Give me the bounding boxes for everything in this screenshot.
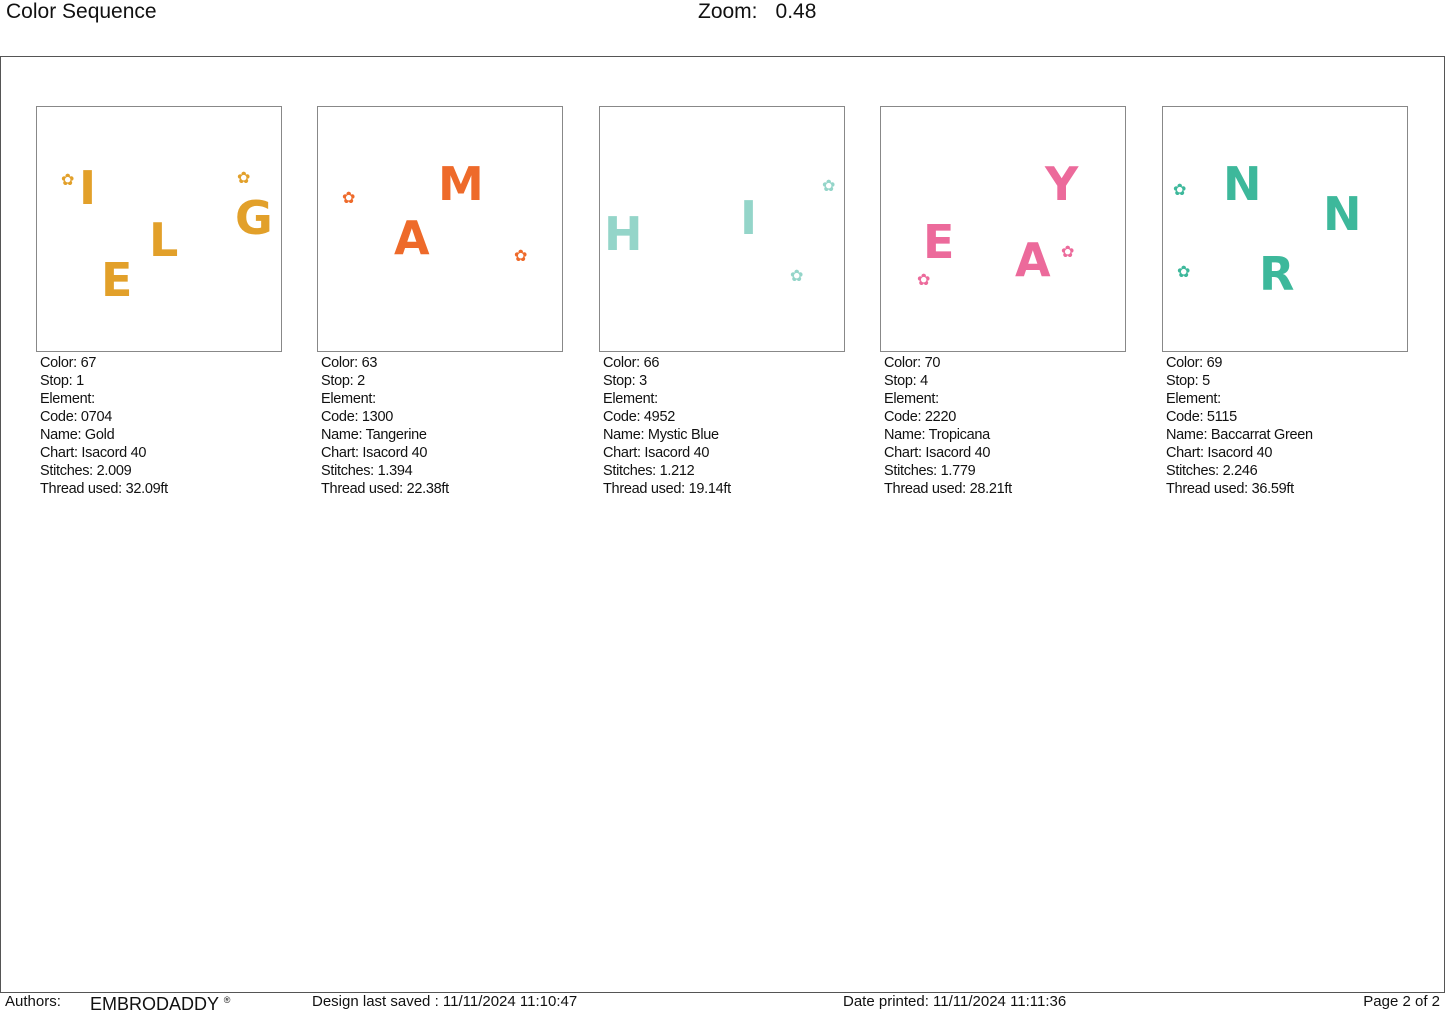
info-element: Element:: [40, 391, 95, 407]
color-info: Color: 63 Stop: 2 Element: Code: 1300 Name: …: [317, 354, 563, 498]
info-stop: Stop: 5: [1166, 373, 1210, 389]
info-color: Color: 69: [1166, 355, 1223, 371]
info-name: Name: Gold: [40, 427, 115, 443]
info-stitches: Stitches: 2.246: [1166, 463, 1258, 479]
flower-icon: ✿: [822, 178, 836, 195]
info-thread: Thread used: 22.38ft: [321, 481, 449, 497]
stitch-preview: H I ✿ ✿: [599, 106, 845, 352]
info-name: Name: Mystic Blue: [603, 427, 719, 443]
page-title: Color Sequence: [6, 0, 157, 23]
info-name: Name: Baccarrat Green: [1166, 427, 1313, 443]
info-code: Code: 1300: [321, 409, 393, 425]
design-letter: R: [1259, 247, 1295, 301]
flower-icon: ✿: [917, 272, 931, 289]
flower-icon: ✿: [1173, 182, 1187, 199]
info-stitches: Stitches: 1.779: [884, 463, 976, 479]
info-element: Element:: [603, 391, 658, 407]
registered-mark: ®: [223, 995, 231, 1005]
design-letter: I: [740, 191, 758, 245]
design-last-saved: Design last saved : 11/11/2024 11:10:47: [312, 993, 578, 1010]
design-letter: N: [1323, 187, 1362, 241]
flower-icon: ✿: [342, 190, 356, 207]
date-printed: Date printed: 11/11/2024 11:11:36: [843, 993, 1067, 1010]
stitch-preview: M A ✿ ✿: [317, 106, 563, 352]
info-chart: Chart: Isacord 40: [884, 445, 991, 461]
stitch-preview: Y E A ✿ ✿: [880, 106, 1126, 352]
info-chart: Chart: Isacord 40: [321, 445, 428, 461]
info-code: Code: 4952: [603, 409, 675, 425]
design-letter: L: [149, 213, 179, 267]
flower-icon: ✿: [61, 172, 75, 189]
color-info: Color: 70 Stop: 4 Element: Code: 2220 Name: …: [880, 354, 1126, 498]
page-number: Page 2 of 2: [1363, 993, 1440, 1010]
info-element: Element:: [321, 391, 376, 407]
info-code: Code: 2220: [884, 409, 956, 425]
flower-icon: ✿: [237, 170, 251, 187]
flower-icon: ✿: [514, 248, 528, 265]
info-color: Color: 70: [884, 355, 941, 371]
info-code: Code: 5115: [1166, 409, 1237, 425]
zoom-readout: Zoom: 0.48: [698, 0, 816, 24]
info-color: Color: 66: [603, 355, 660, 371]
info-stitches: Stitches: 1.212: [603, 463, 695, 479]
info-stitches: Stitches: 1.394: [321, 463, 413, 479]
info-color: Color: 63: [321, 355, 378, 371]
info-stop: Stop: 2: [321, 373, 365, 389]
color-info: Color: 67 Stop: 1 Element: Code: 0704 Name: …: [36, 354, 282, 498]
design-letter: A: [394, 211, 430, 265]
info-thread: Thread used: 28.21ft: [884, 481, 1012, 497]
stitch-preview: N N R ✿ ✿: [1162, 106, 1408, 352]
info-element: Element:: [884, 391, 939, 407]
design-letter: N: [1223, 157, 1262, 211]
author-text: EMBRODADDY: [90, 994, 219, 1014]
design-letter: A: [1015, 233, 1051, 287]
info-thread: Thread used: 32.09ft: [40, 481, 168, 497]
zoom-label: Zoom:: [698, 0, 758, 23]
color-info: Color: 66 Stop: 3 Element: Code: 4952 Name: …: [599, 354, 845, 498]
info-element: Element:: [1166, 391, 1221, 407]
color-panel-3: H I ✿ ✿ Color: 66 Stop: 3 Element: Code: 4952 Na…: [599, 106, 845, 498]
info-chart: Chart: Isacord 40: [603, 445, 710, 461]
color-panel-2: M A ✿ ✿ Color: 63 Stop: 2 Element: Code: 1300 Na…: [317, 106, 563, 498]
design-letter: Y: [1045, 157, 1079, 211]
info-color: Color: 67: [40, 355, 97, 371]
color-panel-4: Y E A ✿ ✿ Color: 70 Stop: 4 Element: Code: 2220 N…: [880, 106, 1126, 498]
stitch-preview: I L E G ✿ ✿: [36, 106, 282, 352]
flower-icon: ✿: [1061, 244, 1075, 261]
info-stop: Stop: 3: [603, 373, 647, 389]
design-letter: E: [923, 215, 955, 269]
flower-icon: ✿: [790, 268, 804, 285]
flower-icon: ✿: [1177, 264, 1191, 281]
color-panel-5: N N R ✿ ✿ Color: 69 Stop: 5 Element: Code: 5115 N…: [1162, 106, 1408, 498]
design-letter: E: [101, 253, 133, 307]
design-letter: I: [79, 161, 97, 215]
info-name: Name: Tropicana: [884, 427, 990, 443]
author-name: EMBRODADDY ®: [90, 994, 230, 1015]
design-letter: H: [604, 207, 643, 261]
design-letter: G: [235, 191, 273, 245]
color-info: Color: 69 Stop: 5 Element: Code: 5115 Name: …: [1162, 354, 1408, 498]
info-stop: Stop: 1: [40, 373, 84, 389]
zoom-value: 0.48: [775, 0, 817, 23]
info-thread: Thread used: 36.59ft: [1166, 481, 1294, 497]
info-thread: Thread used: 19.14ft: [603, 481, 731, 497]
authors-label: Authors:: [5, 993, 61, 1010]
info-chart: Chart: Isacord 40: [40, 445, 147, 461]
info-stitches: Stitches: 2.009: [40, 463, 132, 479]
info-name: Name: Tangerine: [321, 427, 427, 443]
info-stop: Stop: 4: [884, 373, 928, 389]
design-letter: M: [438, 157, 484, 211]
info-code: Code: 0704: [40, 409, 112, 425]
info-chart: Chart: Isacord 40: [1166, 445, 1273, 461]
color-panel-1: I L E G ✿ ✿ Color: 67 Stop: 1 Element: Code: 0704…: [36, 106, 282, 498]
